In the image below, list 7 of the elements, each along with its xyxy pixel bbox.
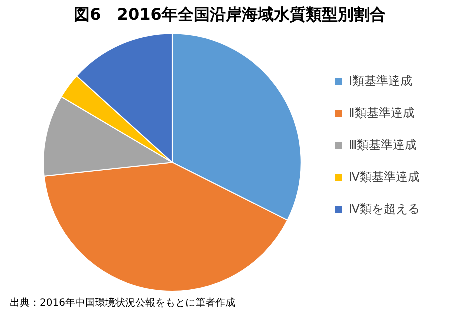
chart-title: 図6 2016年全国沿岸海域水質類型別割合 xyxy=(74,4,386,24)
source-note: 出典：2016年中国環境状況公報をもとに筆者作成 xyxy=(10,296,236,310)
legend-label: Ⅳ類を超える xyxy=(348,202,420,216)
legend-label: Ⅳ類基準達成 xyxy=(348,170,420,184)
legend-label: Ⅱ類基準達成 xyxy=(348,106,415,120)
legend-label: Ⅲ類基準達成 xyxy=(348,138,418,152)
legend-label: Ⅰ類基準達成 xyxy=(348,74,412,88)
